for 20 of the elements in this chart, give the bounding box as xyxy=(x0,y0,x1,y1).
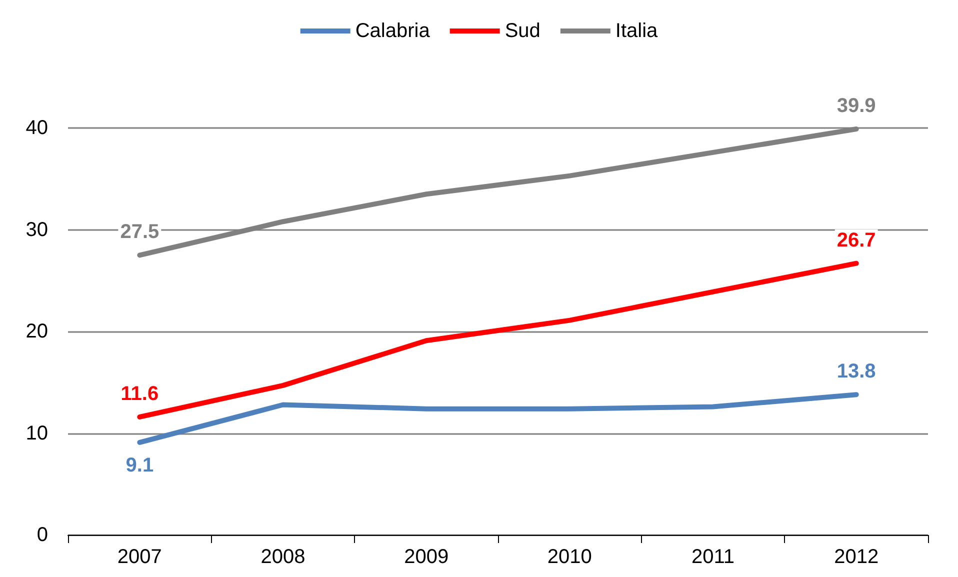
data-label: 39.9 xyxy=(836,95,876,118)
data-label: 13.8 xyxy=(836,360,876,383)
y-tick-label: 40 xyxy=(26,117,48,139)
data-label: 11.6 xyxy=(120,382,159,405)
legend-label: Calabria xyxy=(355,20,431,42)
y-tick-label: 30 xyxy=(26,218,48,241)
legend-label: Sud xyxy=(504,20,540,42)
x-tick-label: 2010 xyxy=(547,546,592,568)
legend-label: Italia xyxy=(615,20,659,42)
x-tick-label: 2011 xyxy=(691,546,735,568)
y-tick-label: 0 xyxy=(36,524,48,546)
data-label: 9.1 xyxy=(126,454,154,476)
y-tick-label: 10 xyxy=(26,422,48,444)
x-tick-label: 2009 xyxy=(404,546,449,568)
data-label: 26.7 xyxy=(836,229,876,252)
data-label: 27.5 xyxy=(120,221,160,244)
x-tick-label: 2012 xyxy=(834,546,879,568)
y-tick-label: 20 xyxy=(26,320,48,342)
x-tick-label: 2007 xyxy=(117,546,162,568)
x-tick-label: 2008 xyxy=(260,546,306,568)
